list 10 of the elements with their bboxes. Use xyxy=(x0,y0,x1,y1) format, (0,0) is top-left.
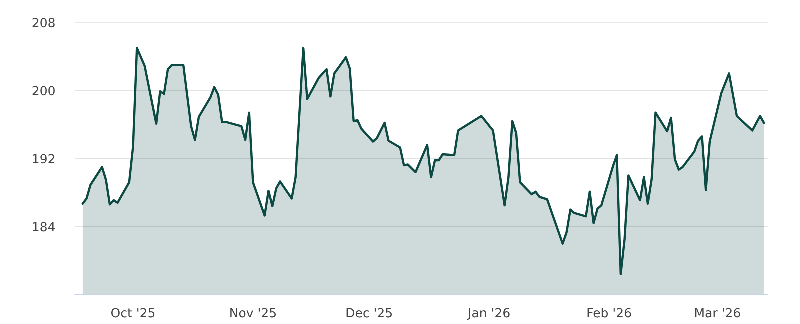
x-tick-label: Oct '25 xyxy=(111,308,155,318)
x-tick-label: Jan '26 xyxy=(467,308,510,320)
x-tick-label: Feb '26 xyxy=(588,308,632,318)
y-tick-label: 184 xyxy=(33,222,56,232)
y-tick-label: 200 xyxy=(32,86,55,96)
y-tick-label: 192 xyxy=(33,154,55,164)
y-tick-label: 208 xyxy=(32,18,55,28)
x-tick-label: Dec '25 xyxy=(346,308,392,318)
x-tick-label: Mar '26 xyxy=(695,308,740,318)
x-tick-label: Nov '25 xyxy=(230,308,276,318)
